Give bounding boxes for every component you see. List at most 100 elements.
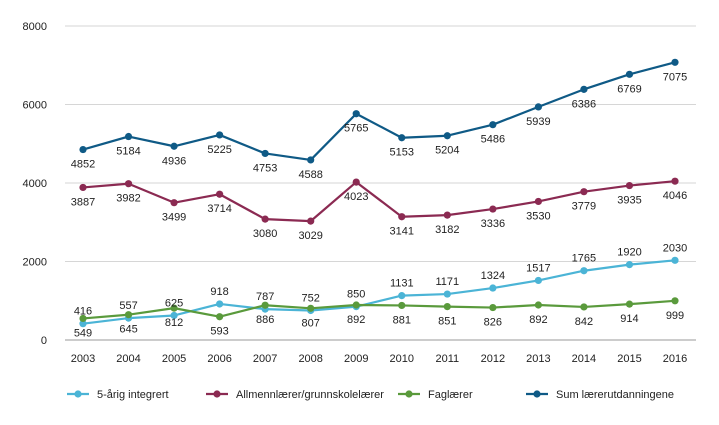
x-tick-label: 2007 [253, 353, 277, 365]
data-point [671, 256, 679, 264]
series-group [79, 58, 679, 328]
data-point [352, 110, 360, 118]
legend-label: Sum lærerutdanningene [556, 389, 674, 401]
data-point [580, 188, 588, 196]
data-point [443, 302, 451, 311]
y-axis-ticks: 0 2000 4000 6000 8000 [23, 21, 47, 347]
data-label: 4936 [162, 155, 186, 167]
x-tick-label: 2016 [663, 353, 687, 365]
data-point [170, 199, 178, 207]
data-label: 918 [210, 286, 228, 298]
data-point [124, 311, 133, 319]
data-label: 3336 [481, 218, 505, 230]
data-point [216, 131, 224, 139]
series-line [82, 180, 676, 223]
x-axis-ticks: 2003 2004 2005 2006 2007 2008 2009 2010 2011 2012… [71, 353, 687, 365]
x-tick-label: 2008 [298, 353, 322, 365]
data-point [443, 290, 451, 298]
data-point [170, 142, 178, 150]
x-tick-label: 2006 [207, 353, 231, 365]
data-point [352, 178, 360, 186]
data-point [216, 190, 224, 198]
data-label: 3141 [390, 226, 414, 238]
series-line [82, 259, 676, 325]
data-point [489, 121, 497, 129]
data-label: 5204 [435, 145, 459, 157]
x-tick-label: 2011 [435, 353, 459, 365]
data-point [352, 301, 360, 309]
data-label: 645 [119, 324, 137, 336]
data-label: 3935 [617, 195, 641, 207]
data-label: 851 [438, 316, 456, 328]
data-point [489, 284, 497, 292]
data-point [443, 132, 451, 140]
y-tick-label: 8000 [23, 21, 47, 33]
data-label: 826 [484, 317, 502, 329]
data-point [261, 149, 269, 158]
series-line [82, 61, 676, 162]
data-point [398, 301, 406, 310]
legend-label: Faglærer [428, 389, 473, 401]
data-point [580, 267, 588, 275]
data-point [79, 183, 87, 192]
data-label: 850 [347, 289, 365, 301]
legend-label: Allmennlærer/grunnskolelærer [236, 389, 384, 401]
x-tick-label: 2012 [481, 353, 505, 365]
data-label: 549 [74, 327, 92, 339]
data-point [307, 304, 315, 312]
data-label: 593 [210, 326, 228, 338]
data-label: 3080 [253, 228, 277, 240]
data-point [625, 300, 634, 308]
data-label: 4046 [663, 190, 687, 202]
data-label: 5939 [526, 116, 550, 128]
data-point [79, 145, 87, 154]
data-point [671, 177, 679, 185]
data-label: 4588 [298, 169, 322, 181]
data-label: 1171 [435, 276, 459, 288]
data-label: 842 [575, 316, 593, 328]
data-label: 914 [620, 313, 638, 325]
data-label: 3029 [298, 230, 322, 242]
legend-swatch-marker [74, 390, 82, 398]
data-label: 3982 [116, 193, 140, 205]
data-point [170, 304, 178, 312]
x-tick-label: 2015 [617, 353, 641, 365]
y-tick-label: 2000 [23, 257, 47, 269]
x-tick-label: 2014 [572, 353, 596, 365]
data-label: 1131 [390, 278, 414, 290]
data-label: 625 [165, 297, 183, 309]
data-point [671, 297, 679, 305]
data-point [580, 85, 588, 93]
gridlines [65, 25, 696, 341]
data-label: 5225 [207, 144, 231, 156]
data-point [534, 103, 542, 111]
data-label: 892 [347, 314, 365, 326]
legend-swatch-marker [533, 390, 541, 398]
data-point [398, 292, 406, 300]
data-label: 5184 [116, 146, 140, 158]
data-point [261, 301, 269, 309]
data-point [124, 132, 133, 141]
data-label: 1765 [572, 253, 596, 265]
data-label: 3714 [207, 203, 231, 215]
data-label: 787 [256, 291, 274, 303]
x-tick-label: 2010 [390, 353, 414, 365]
legend-swatch-marker [405, 390, 413, 398]
x-tick-label: 2004 [116, 353, 140, 365]
x-tick-label: 2003 [71, 353, 95, 365]
data-point [79, 314, 87, 323]
data-point [534, 197, 542, 206]
x-tick-label: 2013 [526, 353, 550, 365]
data-point [625, 261, 634, 269]
data-point [534, 301, 542, 309]
data-label: 5153 [390, 147, 414, 159]
data-point [625, 70, 634, 78]
data-point [124, 180, 133, 188]
data-label: 881 [393, 314, 411, 326]
data-label: 3530 [526, 210, 550, 222]
data-label: 2030 [663, 242, 687, 254]
data-point [79, 320, 87, 328]
data-labels: 416 557 625 918 787 752 850 1131 1171 1324 1517 176… [71, 71, 687, 339]
data-point [534, 276, 542, 285]
